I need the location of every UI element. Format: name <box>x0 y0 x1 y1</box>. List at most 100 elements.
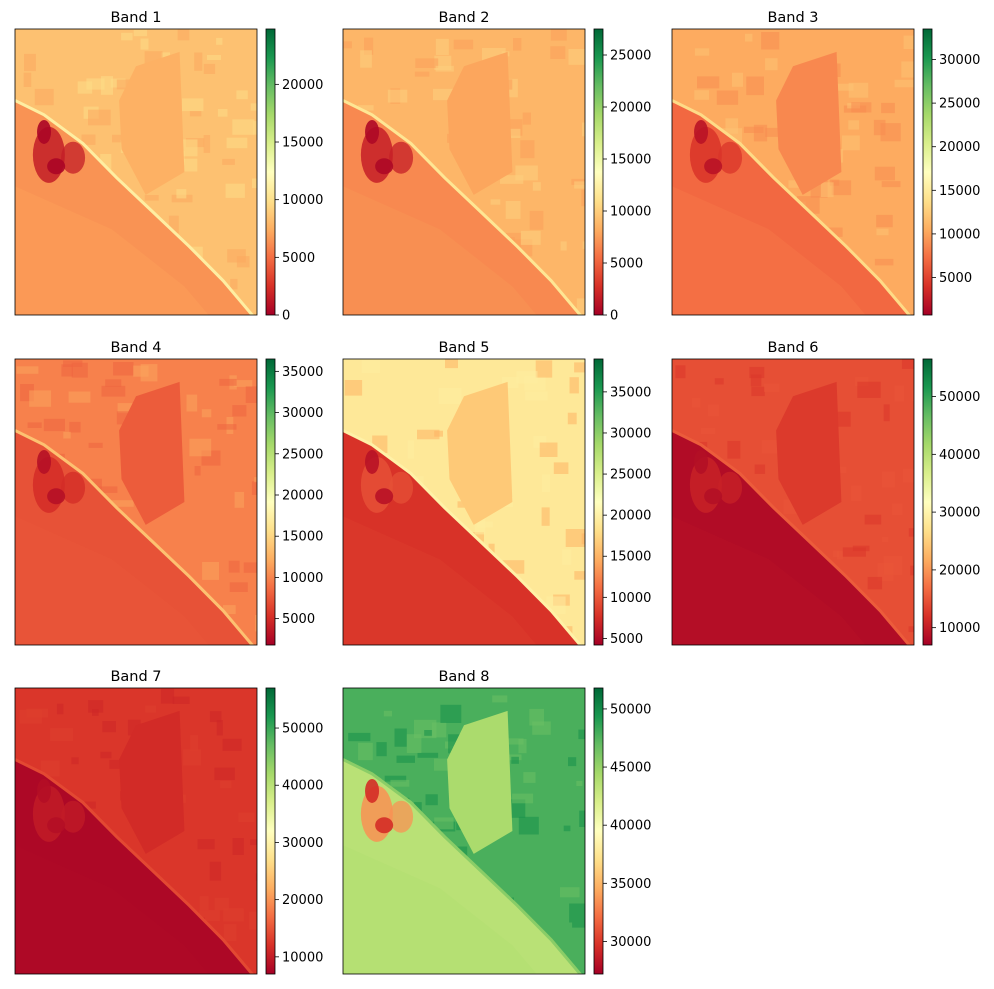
land-patch <box>582 241 585 249</box>
land-patch <box>874 258 894 266</box>
coastline <box>672 429 912 645</box>
land-patch <box>743 126 764 133</box>
land-patch <box>848 120 860 130</box>
colorbar-tick-label: 20000 <box>282 488 323 503</box>
land-patch <box>876 214 893 228</box>
colorbar-tick-label: 30000 <box>610 935 651 950</box>
land-patch <box>217 424 237 430</box>
colorbar-tick-label: 50000 <box>939 390 980 405</box>
land-patch <box>233 380 253 387</box>
land-patch <box>186 394 198 412</box>
land-patch <box>881 471 895 488</box>
land-patch <box>217 109 228 117</box>
colorbar-tick-label: 15000 <box>282 136 323 151</box>
land-patch <box>112 134 122 143</box>
land-patch <box>88 700 104 713</box>
colorbar-tick-label: 10000 <box>282 193 323 208</box>
band-image <box>343 29 585 315</box>
land-patch <box>396 755 415 763</box>
land-patch <box>236 90 248 100</box>
colorbar-tick-label: 45000 <box>610 761 651 776</box>
land-patch <box>550 46 566 59</box>
sea-gradient <box>672 516 866 645</box>
land-patch <box>214 897 229 911</box>
land-patch <box>189 111 202 117</box>
land-patch <box>560 887 580 898</box>
land-patch <box>529 210 544 230</box>
colorbar-tick-label: 40000 <box>282 779 323 794</box>
band-image <box>672 359 914 645</box>
land-patch <box>750 374 762 387</box>
land-patch <box>883 556 903 575</box>
land-patch <box>63 431 71 439</box>
inland-block <box>447 381 513 525</box>
land-patch <box>69 421 81 433</box>
colorbar-tick-label: 35000 <box>282 365 323 380</box>
land-patch <box>344 380 363 396</box>
land-patch <box>249 911 257 930</box>
land-patch <box>502 738 524 745</box>
plume <box>61 800 86 833</box>
land-patch <box>749 366 765 379</box>
land-patch <box>440 704 462 723</box>
land-patch <box>562 549 572 565</box>
colorbar-tick-label: 10000 <box>282 571 323 586</box>
land-patch <box>574 181 585 189</box>
land-patch <box>358 742 373 761</box>
colorbar-tick-label: 30000 <box>282 406 323 421</box>
land-patch <box>232 119 255 135</box>
land-patch <box>434 817 454 830</box>
land-patch <box>851 485 862 502</box>
land-patch <box>836 551 844 560</box>
panel-title: Band 6 <box>767 340 818 356</box>
land-patch <box>532 721 551 735</box>
land-patch <box>232 838 244 855</box>
colorbar-tick-label: 20000 <box>282 893 323 908</box>
land-patch <box>694 48 710 56</box>
land-patch <box>50 728 73 742</box>
land-patch <box>29 390 52 407</box>
axes-frame <box>671 358 915 646</box>
band-image <box>15 359 257 645</box>
panel-title: Band 1 <box>110 10 161 26</box>
land-patch <box>533 436 547 448</box>
land-patch <box>892 503 903 516</box>
colorbar <box>593 358 604 646</box>
coastline <box>15 99 255 315</box>
land-patch <box>434 430 443 437</box>
land-patch <box>574 571 585 580</box>
land-patch <box>700 427 716 435</box>
land-patch <box>199 896 209 910</box>
land-patch <box>252 178 257 189</box>
land-patch <box>245 386 257 403</box>
land-patch <box>532 182 541 191</box>
land-patch <box>145 705 156 713</box>
land-patch <box>541 474 550 493</box>
land-patch <box>691 398 701 408</box>
colorbar <box>593 687 604 975</box>
land-patch <box>100 154 112 173</box>
land-patch <box>203 63 216 74</box>
land-patch <box>216 37 223 45</box>
colorbar-tick-label: 35000 <box>610 877 651 892</box>
land-patch <box>500 754 522 761</box>
colorbar <box>593 28 604 316</box>
inland-block <box>447 710 513 854</box>
land-patch <box>348 732 371 742</box>
land-patch <box>113 362 134 376</box>
land-patch <box>229 582 248 592</box>
land-patch <box>503 128 521 138</box>
axes-frame <box>342 28 586 316</box>
plume-core <box>37 449 52 474</box>
land-patch <box>56 703 64 715</box>
land-patch <box>23 72 32 87</box>
land-patch <box>894 79 914 88</box>
panel-title: Band 3 <box>767 10 818 26</box>
land-patch <box>207 55 221 60</box>
land-patch <box>874 166 895 181</box>
land-patch <box>867 576 883 590</box>
band-image <box>15 29 257 315</box>
land-patch <box>199 910 220 922</box>
land-patch <box>34 88 54 106</box>
land-patch <box>376 742 387 757</box>
